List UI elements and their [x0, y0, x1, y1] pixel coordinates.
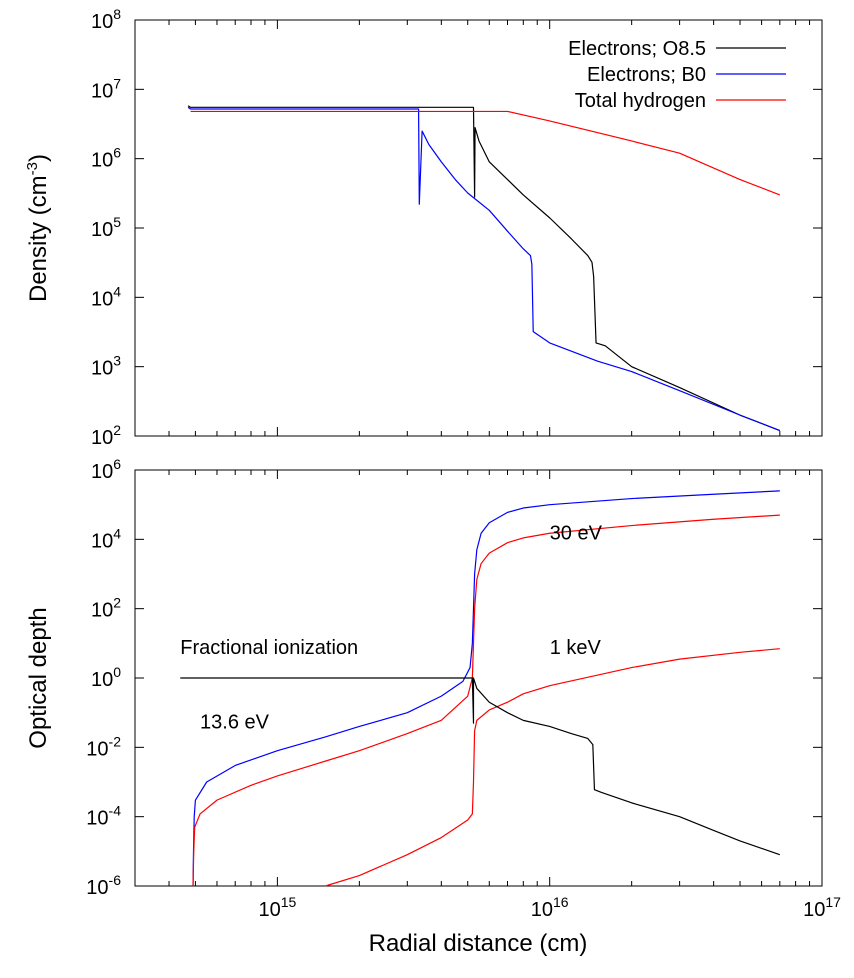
y-tick-label: 10-2 [86, 733, 121, 760]
x-tick-label: 1017 [803, 894, 841, 921]
x-axis-label: Radial distance (cm) [369, 930, 588, 957]
annotation-label: 30 eV [550, 522, 603, 544]
y-tick-label: 102 [91, 422, 121, 449]
legend-label: Electrons; B0 [587, 64, 706, 86]
optical-depth-series-line-2 [325, 648, 780, 887]
optical-depth-panel: 1015 1016 1017 10-6 10-4 10-2 100 102 104 106 30… [25, 456, 841, 921]
density-series-line-0 [187, 105, 781, 432]
legend-label: Total hydrogen [575, 90, 706, 112]
optical-depth-series [180, 490, 781, 887]
annotation-label: 1 keV [550, 637, 602, 659]
y-tick-label: 100 [91, 664, 121, 691]
density-y-ticks: 102 103 104 105 106 107 108 [91, 6, 822, 449]
y-tick-label: 104 [91, 283, 121, 310]
x-tick-label: 1016 [531, 894, 569, 921]
density-series [187, 105, 781, 432]
annotation-label: 13.6 eV [200, 711, 270, 733]
optical-depth-annotations: 30 eV 1 keV Fractional ionization 13.6 eV [180, 522, 602, 733]
y-tick-label: 108 [91, 6, 121, 33]
y-tick-label: 104 [91, 525, 121, 552]
y-tick-label: 10-4 [86, 803, 121, 830]
legend-label: Electrons; O8.5 [568, 38, 706, 60]
optical-depth-series-line-3 [180, 677, 781, 856]
optical-depth-x-ticks: 1015 1016 1017 [134, 470, 841, 921]
y-tick-label: 105 [91, 214, 121, 241]
y-tick-label: 103 [91, 353, 121, 380]
y-tick-label: 102 [91, 595, 121, 622]
annotation-label: Fractional ionization [180, 637, 358, 659]
optical-depth-series-line-0 [192, 490, 780, 887]
y-tick-label: 10-6 [86, 872, 121, 899]
x-tick-label: 1015 [258, 894, 296, 921]
optical-depth-y-axis-label: Optical depth [25, 607, 52, 748]
density-y-axis-label: Density (cm-3) [24, 154, 52, 302]
density-panel: 102 103 104 105 106 107 108 Density (cm-3) Ele… [24, 6, 823, 449]
density-series-line-2 [190, 110, 781, 196]
optical-depth-y-ticks: 10-6 10-4 10-2 100 102 104 106 [86, 456, 822, 899]
y-tick-label: 106 [91, 456, 121, 483]
density-plot-frame [134, 19, 823, 437]
y-tick-label: 107 [91, 75, 121, 102]
optical-depth-series-line-1 [192, 514, 780, 887]
y-tick-label: 106 [91, 145, 121, 172]
density-legend: Electrons; O8.5 Electrons; B0 Total hydrog… [568, 38, 786, 112]
density-x-ticks [134, 20, 823, 436]
density-series-line-1 [187, 106, 781, 432]
